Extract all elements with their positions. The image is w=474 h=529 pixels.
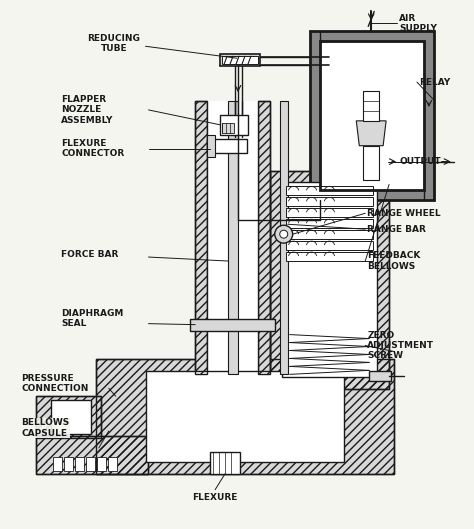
Bar bbox=[286, 219, 373, 228]
Bar bbox=[363, 145, 379, 180]
Bar bbox=[282, 183, 377, 377]
Bar bbox=[195, 101, 207, 375]
Bar bbox=[36, 396, 101, 438]
Bar bbox=[64, 457, 73, 471]
Bar bbox=[195, 101, 207, 375]
Text: ZERO
ADJUSTMENT
SCREW: ZERO ADJUSTMENT SCREW bbox=[367, 331, 434, 360]
Bar bbox=[51, 400, 91, 434]
Bar bbox=[97, 457, 106, 471]
Bar bbox=[96, 359, 394, 474]
Polygon shape bbox=[356, 121, 386, 145]
Bar bbox=[286, 252, 373, 261]
Text: FLAPPER
NOZZLE
ASSEMBLY: FLAPPER NOZZLE ASSEMBLY bbox=[61, 95, 113, 125]
Bar bbox=[207, 139, 247, 153]
Bar bbox=[220, 115, 248, 135]
Bar bbox=[270, 170, 389, 389]
Bar bbox=[207, 101, 258, 375]
Bar bbox=[228, 101, 238, 375]
Bar bbox=[190, 318, 275, 331]
Text: FLEXURE
CONNECTOR: FLEXURE CONNECTOR bbox=[61, 139, 124, 158]
Bar bbox=[319, 41, 424, 190]
Bar bbox=[96, 359, 394, 474]
Bar bbox=[222, 123, 234, 133]
Text: FLEXURE: FLEXURE bbox=[192, 493, 238, 502]
Bar bbox=[53, 457, 62, 471]
Text: RANGE WHEEL: RANGE WHEEL bbox=[367, 209, 441, 218]
Text: OUTPUT: OUTPUT bbox=[399, 157, 441, 166]
Bar bbox=[108, 457, 117, 471]
Text: FEEDBACK
BELLOWS: FEEDBACK BELLOWS bbox=[367, 251, 420, 271]
Text: RELAY: RELAY bbox=[419, 78, 450, 87]
Bar bbox=[258, 101, 270, 375]
Bar bbox=[369, 371, 391, 381]
Bar bbox=[319, 41, 424, 190]
Bar bbox=[220, 54, 260, 66]
Bar bbox=[210, 452, 240, 474]
Bar bbox=[286, 230, 373, 239]
Bar bbox=[36, 396, 101, 438]
Text: FORCE BAR: FORCE BAR bbox=[61, 250, 118, 259]
Bar bbox=[286, 241, 373, 250]
Text: REDUCING
TUBE: REDUCING TUBE bbox=[87, 34, 140, 53]
Bar bbox=[86, 457, 95, 471]
Bar bbox=[286, 186, 373, 195]
Text: DIAPHRAGM
SEAL: DIAPHRAGM SEAL bbox=[61, 309, 123, 329]
Text: RANGE BAR: RANGE BAR bbox=[367, 225, 426, 234]
Text: PRESSURE
CONNECTION: PRESSURE CONNECTION bbox=[21, 373, 89, 393]
Bar bbox=[75, 457, 84, 471]
Bar bbox=[36, 436, 147, 474]
Bar bbox=[146, 371, 345, 462]
Circle shape bbox=[280, 230, 288, 238]
Bar bbox=[270, 170, 389, 389]
Bar bbox=[286, 208, 373, 217]
Circle shape bbox=[275, 225, 292, 243]
Bar bbox=[286, 197, 373, 206]
Bar bbox=[280, 101, 288, 375]
Bar bbox=[207, 135, 215, 157]
Bar bbox=[310, 31, 434, 200]
Text: AIR
SUPPLY: AIR SUPPLY bbox=[399, 14, 437, 33]
Bar bbox=[36, 436, 147, 474]
Bar bbox=[222, 56, 258, 64]
Text: BELLOWS
CAPSULE: BELLOWS CAPSULE bbox=[21, 418, 70, 437]
Bar bbox=[258, 101, 270, 375]
Bar bbox=[363, 91, 379, 121]
